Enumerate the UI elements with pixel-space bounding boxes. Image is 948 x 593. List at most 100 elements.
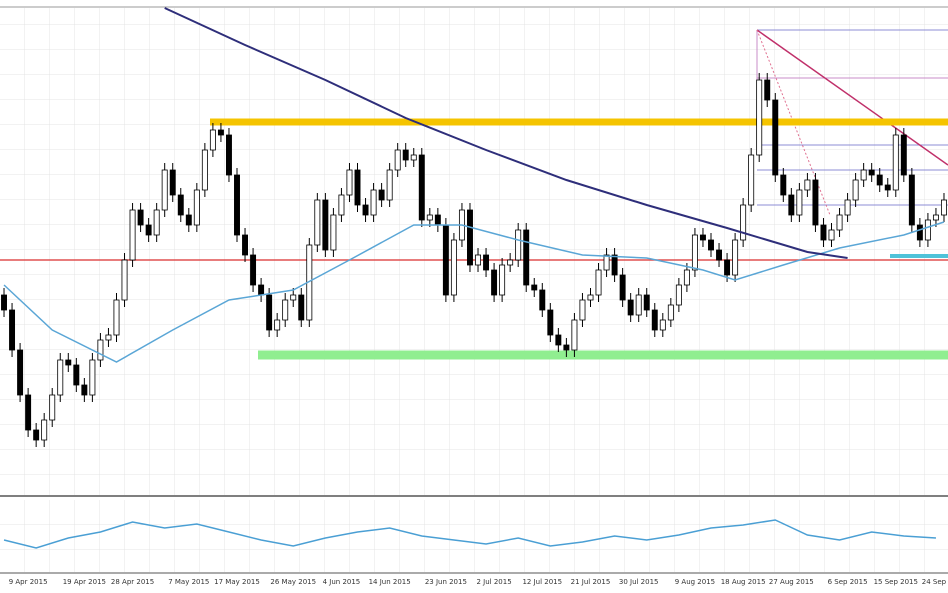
x-tick-label: 6 Sep 2015 <box>828 578 868 586</box>
candle-body <box>121 259 128 301</box>
x-tick-label: 30 Jul 2015 <box>619 578 659 586</box>
candle-body <box>234 174 240 236</box>
candle-body <box>378 189 385 201</box>
candle-body <box>418 154 425 221</box>
candle-body <box>531 284 538 291</box>
candle-body <box>266 294 273 331</box>
candle-body <box>796 189 803 216</box>
candle-body <box>193 189 200 226</box>
candle-body <box>764 79 771 101</box>
candle-body <box>370 189 377 216</box>
candle-body <box>9 309 16 351</box>
candle-body <box>772 99 779 176</box>
candle-body <box>691 234 698 271</box>
candle-body <box>643 294 650 311</box>
candle-body <box>916 224 923 241</box>
candle-body <box>81 384 88 396</box>
x-tick-label: 4 Jun 2015 <box>323 578 361 586</box>
candle-body <box>242 234 249 256</box>
candle-body <box>483 254 490 271</box>
candle-body <box>201 149 208 191</box>
candle-body <box>129 209 136 261</box>
candle-body <box>756 79 763 156</box>
candle-body <box>97 339 104 361</box>
x-tick-label: 12 Jul 2015 <box>522 578 562 586</box>
main-grid <box>0 8 948 495</box>
candle-body <box>651 309 658 331</box>
x-tick-label: 23 Jun 2015 <box>425 578 467 586</box>
moving-average <box>3 221 945 363</box>
x-tick-label: 24 Sep 2015 <box>922 578 948 586</box>
candle-body <box>386 169 393 201</box>
candle-body <box>73 364 80 386</box>
candle-body <box>177 194 184 216</box>
candle-body <box>699 234 706 241</box>
candle-body <box>442 224 449 296</box>
candle-body <box>860 169 867 181</box>
candle-body <box>161 169 168 211</box>
candle-body <box>209 129 216 151</box>
candle-body <box>547 309 554 336</box>
candle-body <box>900 134 907 176</box>
candle-body <box>362 204 369 216</box>
osc-grid <box>0 500 948 572</box>
candle-body <box>828 229 835 241</box>
candle-body <box>876 174 883 186</box>
candle-body <box>475 254 481 266</box>
candle-body <box>683 269 690 286</box>
candle-body <box>113 299 120 336</box>
candle-body <box>434 214 441 226</box>
candle-body <box>932 214 939 221</box>
candle-body <box>41 419 48 441</box>
x-tick-label: 27 Aug 2015 <box>769 578 814 586</box>
candle-body <box>908 174 915 226</box>
candle-body <box>780 174 787 196</box>
candle-body <box>137 209 144 226</box>
candle-body <box>346 169 353 196</box>
candle-body <box>467 209 473 266</box>
candle-body <box>539 289 546 311</box>
candle-body <box>394 149 401 171</box>
candle-body <box>836 214 843 231</box>
x-tick-label: 14 Jun 2015 <box>369 578 411 586</box>
candle-body <box>217 129 224 136</box>
candle-body <box>49 394 56 421</box>
candle-body <box>587 294 594 301</box>
candle-body <box>820 224 827 241</box>
candle-body <box>298 294 305 321</box>
x-tick-label: 9 Apr 2015 <box>9 578 48 586</box>
candle-body <box>185 214 192 226</box>
candle-body <box>65 359 72 366</box>
candle-body <box>57 359 64 396</box>
candle-body <box>884 184 891 191</box>
moving-average <box>164 7 848 259</box>
candle-body <box>515 229 522 261</box>
oscillator-line <box>3 519 936 549</box>
candle-body <box>732 239 739 276</box>
x-tick-label: 2 Jul 2015 <box>476 578 511 586</box>
candle-body <box>17 349 24 396</box>
candle-body <box>105 334 112 341</box>
candle-body <box>426 214 433 221</box>
x-tick-label: 15 Sep 2015 <box>874 578 918 586</box>
candle-body <box>225 134 232 176</box>
candle-body <box>322 199 329 251</box>
candle-body <box>282 299 289 321</box>
candle-body <box>892 134 899 191</box>
candle-body <box>812 179 819 226</box>
candle-body <box>89 359 96 396</box>
candle-body <box>924 219 931 241</box>
candle-body <box>627 299 634 316</box>
x-tick-label: 26 May 2015 <box>270 578 316 586</box>
candle-body <box>402 149 409 161</box>
candle-body <box>33 429 40 441</box>
candle-body <box>563 344 570 351</box>
candle-body <box>675 284 682 306</box>
candle-body <box>804 179 811 191</box>
candle-body <box>450 239 457 296</box>
candle-body <box>716 249 723 261</box>
candle-body <box>844 199 851 216</box>
x-tick-label: 28 Apr 2015 <box>111 578 154 586</box>
candle-body <box>153 209 160 236</box>
